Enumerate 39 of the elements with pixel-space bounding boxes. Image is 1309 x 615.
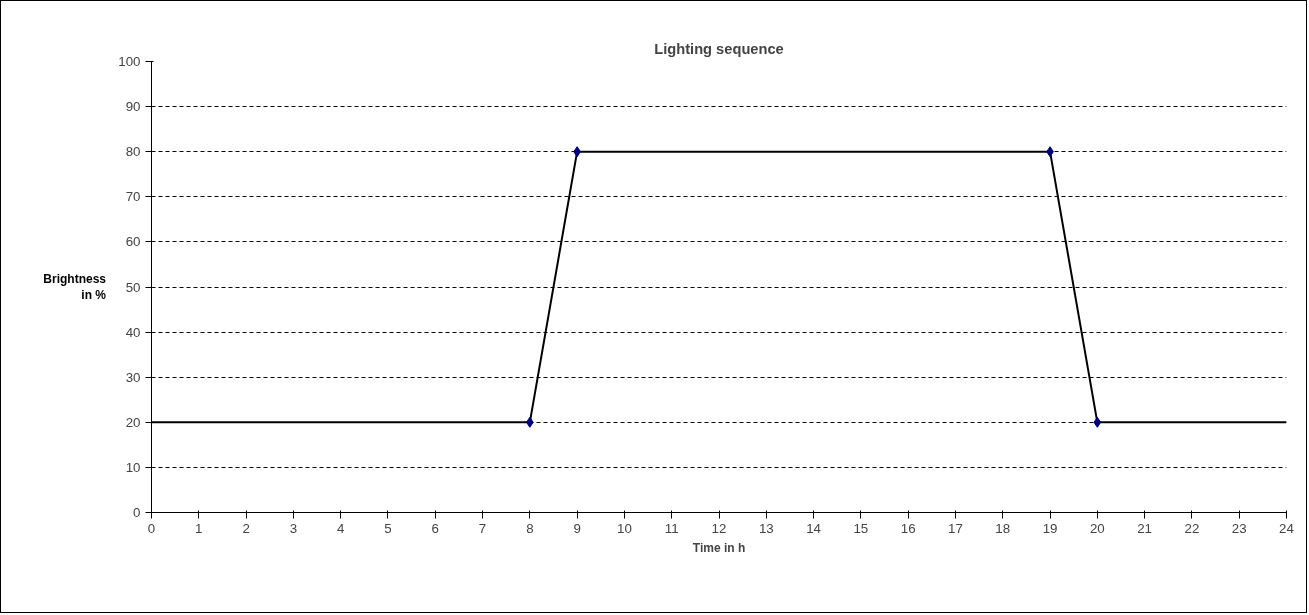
y-tick-label: 0 xyxy=(133,505,141,520)
x-tick-label: 21 xyxy=(1137,520,1153,536)
x-tick-label: 0 xyxy=(147,520,156,536)
x-tick-label: 20 xyxy=(1089,520,1105,536)
x-tick-label: 16 xyxy=(900,520,916,536)
y-tick-label: 10 xyxy=(125,459,141,475)
x-tick-label: 12 xyxy=(711,520,727,536)
x-tick-label: 14 xyxy=(806,520,822,536)
y-tick-label: 70 xyxy=(125,189,141,205)
x-tick-label: 1 xyxy=(195,520,203,536)
x-tick-label: 3 xyxy=(289,520,298,536)
x-tick-label: 6 xyxy=(431,520,439,536)
x-tick-label: 9 xyxy=(573,520,581,536)
y-axis-title: Brightness in % xyxy=(43,271,106,303)
y-tick-label: 20 xyxy=(125,414,141,430)
x-tick-label: 4 xyxy=(336,520,345,536)
x-tick-label: 18 xyxy=(995,520,1011,536)
x-tick-label: 11 xyxy=(664,520,679,536)
x-tick-label: 8 xyxy=(526,520,534,536)
chart-title: Lighting sequence xyxy=(654,40,784,57)
x-tick-label: 24 xyxy=(1279,520,1295,536)
x-tick-label: 7 xyxy=(478,520,487,536)
x-tick-label: 15 xyxy=(853,520,869,536)
x-tick-label: 19 xyxy=(1042,520,1058,536)
y-tick-label: 100 xyxy=(118,54,141,69)
x-tick-label: 23 xyxy=(1231,520,1247,536)
x-tick-label: 5 xyxy=(384,520,392,536)
x-tick-label: 22 xyxy=(1184,520,1200,536)
y-tick-label: 80 xyxy=(125,144,141,160)
y-tick-label: 50 xyxy=(125,279,141,295)
y-tick-label: 60 xyxy=(125,234,141,250)
x-axis-title: Time in h xyxy=(692,540,746,555)
y-tick-label: 40 xyxy=(125,324,141,340)
x-tick-label: 2 xyxy=(242,520,250,536)
x-tick-label: 10 xyxy=(617,520,632,536)
x-tick-label: 13 xyxy=(758,520,774,536)
y-tick-label: 30 xyxy=(125,369,141,385)
x-tick-label: 17 xyxy=(948,520,963,536)
y-tick-label: 90 xyxy=(125,99,141,115)
